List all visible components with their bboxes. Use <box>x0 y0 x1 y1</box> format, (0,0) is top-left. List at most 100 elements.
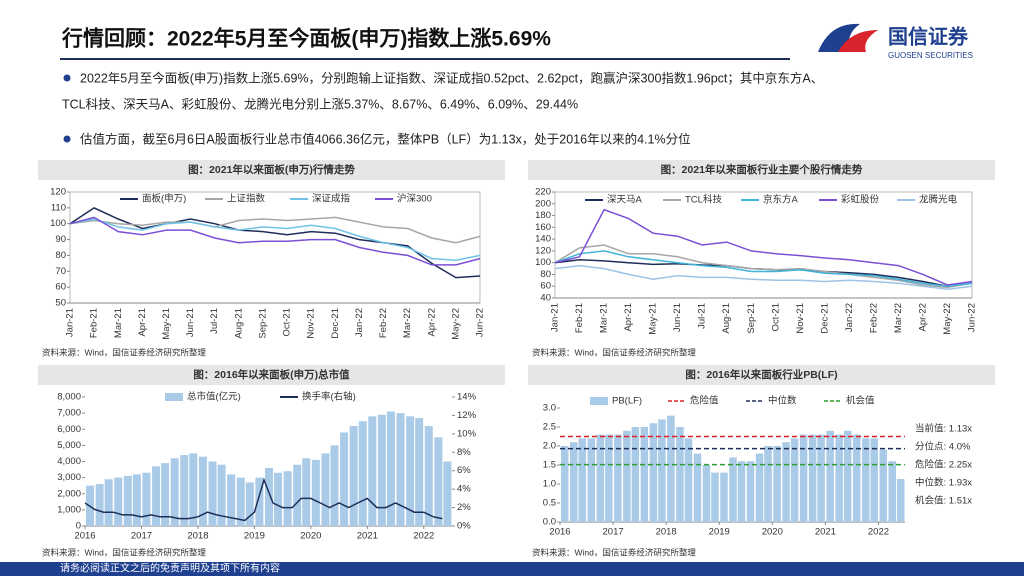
legend-label: 面板(申万) <box>142 193 186 205</box>
legend-label: 上证指数 <box>227 193 266 205</box>
x-tick-label: Jan-21 <box>550 303 561 332</box>
bar <box>693 453 702 522</box>
x-tick-label: Mar-22 <box>402 308 413 338</box>
legend-label: 京东方A <box>763 194 799 206</box>
source-note: 资料来源：Wind，国信证券经济研究所整理 <box>42 347 206 357</box>
bar <box>264 467 273 526</box>
y2-tick-label: 10% <box>457 428 477 439</box>
y-tick-label: 0 <box>76 521 81 532</box>
x-tick-label: Oct-21 <box>770 303 781 332</box>
bar <box>755 453 764 522</box>
bar <box>676 427 684 522</box>
bar <box>340 432 349 526</box>
bar <box>283 471 292 526</box>
series-line <box>69 218 481 261</box>
x-tick-label: Nov-21 <box>795 303 806 334</box>
x-tick-label: Aug-21 <box>721 303 732 334</box>
y-tick-label: 1,000 <box>57 504 81 515</box>
bar <box>386 411 395 526</box>
x-tick-label: Nov-21 <box>306 308 317 339</box>
bullet-text: TCL科技、深天马A、彩虹股份、龙腾光电分别上涨5.37%、8.67%、6.49… <box>62 96 578 111</box>
x-tick-label: Apr-21 <box>137 308 148 337</box>
bar <box>587 438 596 522</box>
legend-label: 彩虹股份 <box>841 194 880 206</box>
y-tick-label: 4,000 <box>57 456 81 467</box>
bar <box>790 438 799 522</box>
annotation: 中位数: 1.93x <box>915 477 972 489</box>
y-tick-label: 120 <box>50 187 66 198</box>
legend-swatch <box>590 397 608 405</box>
bar <box>377 414 386 526</box>
bar <box>658 419 666 522</box>
panel-header <box>528 160 995 180</box>
logo-mark <box>838 30 878 52</box>
x-tick-label: Jan-22 <box>844 303 855 332</box>
x-tick-label: 2017 <box>131 531 152 542</box>
y-tick-label: 90 <box>55 234 66 245</box>
x-tick-label: Aug-21 <box>233 308 244 339</box>
bar <box>570 442 578 522</box>
bar <box>170 458 179 526</box>
bar <box>852 434 861 522</box>
y-tick-label: 110 <box>51 202 66 213</box>
x-tick-label: Sep-21 <box>746 303 757 334</box>
y-tick-label: 2.5 <box>543 422 556 433</box>
bar <box>764 446 772 522</box>
bar <box>302 458 311 526</box>
x-tick-label: Sep-21 <box>257 308 268 339</box>
bar <box>443 461 452 526</box>
y-tick-label: 3.0 <box>543 403 556 414</box>
y-tick-label: 2,000 <box>57 488 81 499</box>
bar <box>861 438 870 522</box>
y-tick-label: 0.0 <box>543 517 556 528</box>
panel-header <box>38 160 505 180</box>
x-tick-label: Apr-21 <box>623 303 634 332</box>
bar <box>746 461 755 522</box>
legend-label: 中位数 <box>768 395 797 407</box>
y2-tick-label: 14% <box>457 392 477 403</box>
bar <box>817 434 825 522</box>
x-tick-label: 2021 <box>357 531 378 542</box>
bar <box>245 482 254 526</box>
bar <box>729 457 737 522</box>
x-tick-label: 2016 <box>74 531 95 542</box>
bar <box>808 434 817 522</box>
bar <box>368 416 377 526</box>
x-tick-label: May-21 <box>648 303 659 335</box>
plot-frame <box>69 191 481 304</box>
x-tick-label: Feb-21 <box>89 308 100 338</box>
y-tick-label: 1.0 <box>543 479 556 490</box>
annotation: 危险值: 2.25x <box>915 459 972 471</box>
bar <box>123 476 132 526</box>
x-tick-label: Mar-21 <box>113 308 124 338</box>
bar <box>826 430 834 522</box>
bar <box>782 442 790 522</box>
y2-tick-label: 12% <box>457 410 477 421</box>
x-tick-label: Feb-22 <box>378 308 389 338</box>
y-tick-label: 8,000 <box>57 392 81 403</box>
y-tick-label: 2.0 <box>543 441 556 452</box>
y-tick-label: 7,000 <box>57 408 81 419</box>
bar <box>578 438 587 522</box>
source-note: 资料来源：Wind，国信证券经济研究所整理 <box>532 347 696 357</box>
bar <box>227 474 236 526</box>
bar <box>142 472 151 526</box>
y-tick-label: 200 <box>535 198 551 209</box>
bar <box>649 423 658 522</box>
annotation: 当前值: 1.13x <box>915 423 972 435</box>
y2-tick-label: 4% <box>457 484 471 495</box>
panel-header <box>38 365 505 385</box>
x-tick-label: 2017 <box>603 527 624 538</box>
legend-label: TCL科技 <box>685 194 722 206</box>
x-tick-label: Mar-22 <box>893 303 904 333</box>
bar <box>104 479 113 526</box>
x-tick-label: Jan-21 <box>65 308 76 337</box>
annotation: 机会值: 1.51x <box>915 495 972 507</box>
x-tick-label: Jul-21 <box>697 303 708 329</box>
bar <box>596 434 605 522</box>
x-tick-label: 2022 <box>413 531 434 542</box>
series-line <box>554 250 973 287</box>
series-line <box>69 216 481 266</box>
bullet-text: 2022年5月至今面板(申万)指数上涨5.69%，分别跑输上证指数、深证成指0.… <box>80 70 823 85</box>
